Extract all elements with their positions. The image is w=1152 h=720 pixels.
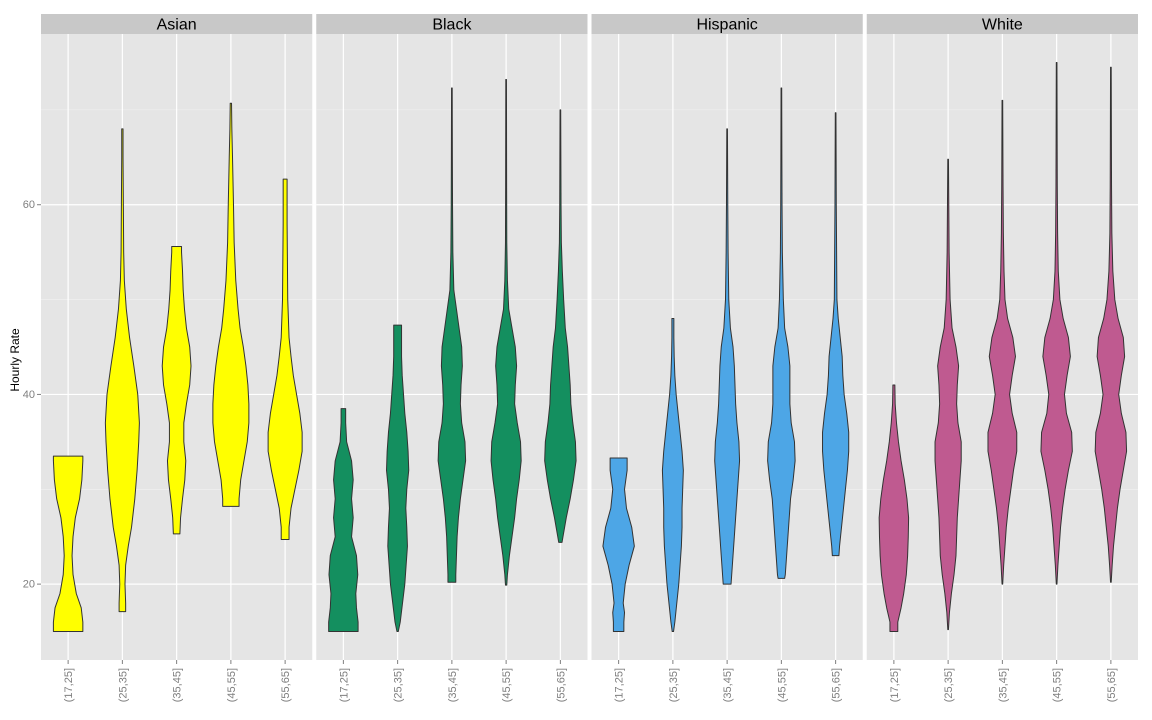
x-tick-label: (25,35] <box>668 668 680 702</box>
violin-white-2 <box>934 158 962 631</box>
violin-asian-4 <box>212 102 250 507</box>
violin-white-5 <box>1094 66 1128 583</box>
violin-hispanic-3 <box>714 128 741 585</box>
facet-strip <box>591 14 863 34</box>
x-tick-label: (35,45] <box>997 668 1009 702</box>
x-tick-label: (55,65] <box>831 668 843 702</box>
x-tick-label: (17,25] <box>889 668 901 702</box>
x-tick-label: (35,45] <box>722 668 734 702</box>
x-tick-label: (55,65] <box>1106 668 1118 702</box>
facet-strip-label: White <box>982 17 1023 34</box>
violin-white-4 <box>1040 61 1073 585</box>
x-tick-label: (17,25] <box>614 668 626 702</box>
violin-asian-5 <box>267 178 303 541</box>
x-tick-label: (45,55] <box>226 668 238 702</box>
y-tick-label: 40 <box>23 389 35 401</box>
x-tick-label: (35,45] <box>172 668 184 702</box>
violin-black-1 <box>328 408 359 633</box>
y-tick-label: 60 <box>23 199 35 211</box>
facet-strip-label: Hispanic <box>696 17 757 34</box>
x-tick-label: (45,55] <box>776 668 788 702</box>
y-tick-label: 20 <box>23 579 35 591</box>
x-tick-label: (35,45] <box>447 668 459 702</box>
violin-black-4 <box>490 79 522 586</box>
x-tick-label: (55,65] <box>555 668 567 702</box>
x-tick-label: (45,55] <box>1052 668 1064 702</box>
facet-strip-label: Black <box>432 17 472 34</box>
facet-panel-asian: Asian (17,25] (25,35] (35,45] (45,55] (55,65] <box>41 14 313 702</box>
facet-strip <box>316 14 588 34</box>
x-tick-label: (55,65] <box>280 668 292 702</box>
x-tick-label: (25,35] <box>393 668 405 702</box>
violin-asian-3 <box>161 245 192 535</box>
violin-asian-1 <box>52 455 84 633</box>
x-tick-label: (45,55] <box>501 668 513 702</box>
violin-black-2 <box>386 324 410 633</box>
facet-strip <box>41 14 313 34</box>
facet-panel-black: Black (17,25] (25,35] (35,45] (45,55] (55,65] <box>316 14 588 702</box>
violin-white-3 <box>987 99 1018 585</box>
facet-panel-hispanic: Hispanic (17,25] (25,35] (35,45] (45,55] (55,… <box>591 14 863 702</box>
violin-white-1 <box>878 384 910 633</box>
violin-hispanic-2 <box>661 318 684 633</box>
x-tick-label: (17,25] <box>338 668 350 702</box>
x-tick-label: (25,35] <box>943 668 955 702</box>
x-tick-label: (17,25] <box>63 668 75 702</box>
facet-strip-label: Asian <box>157 17 197 34</box>
facet-panels: Asian (17,25] (25,35] (35,45] (45,55] (55,65]… <box>41 14 1138 702</box>
x-tick-label: (25,35] <box>117 668 129 702</box>
facet-panel-white: White (17,25] (25,35] (35,45] (45,55] (55,65] <box>866 14 1138 702</box>
y-axis: 20 40 60 <box>23 199 41 591</box>
violin-black-5 <box>544 109 577 543</box>
violin-hispanic-4 <box>767 87 796 579</box>
facet-strip <box>866 14 1138 34</box>
violin-black-3 <box>437 87 467 583</box>
violin-hispanic-1 <box>602 457 635 633</box>
violin-asian-2 <box>104 128 140 613</box>
y-axis-title: Hourly Rate <box>8 328 22 392</box>
violin-hispanic-5 <box>822 112 850 557</box>
